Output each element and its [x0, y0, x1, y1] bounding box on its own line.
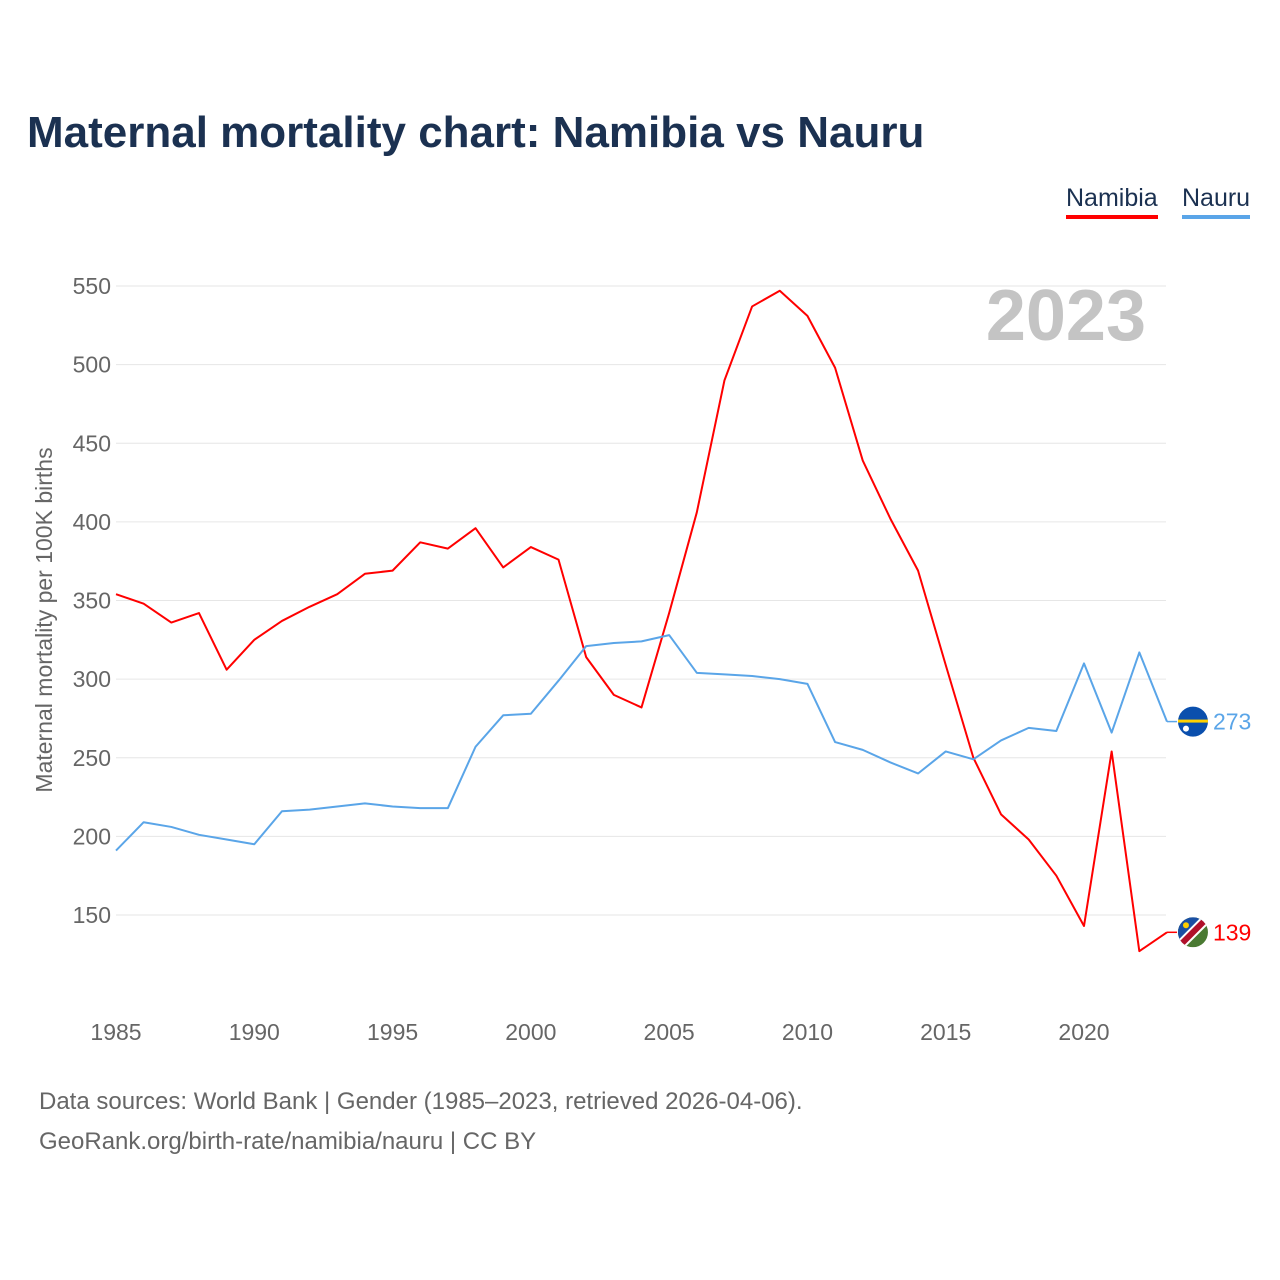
source-text: Data sources: World Bank | Gender (1985–… [39, 1088, 803, 1115]
source-url[interactable]: GeoRank.org/birth-rate/namibia/nauru | C… [39, 1128, 537, 1155]
y-tick-label: 300 [73, 666, 111, 692]
x-tick-label: 2010 [782, 1019, 833, 1045]
x-tick-label: 2000 [505, 1019, 556, 1045]
year-watermark: 2023 [986, 276, 1146, 356]
end-value-label: 139 [1213, 919, 1251, 945]
x-tick-label: 2020 [1058, 1019, 1109, 1045]
legend-namibia[interactable]: Namibia [1066, 184, 1158, 219]
y-tick-label: 500 [73, 352, 111, 378]
y-tick-label: 450 [73, 430, 111, 456]
end-value-label: 273 [1213, 709, 1251, 735]
series-line-namibia [115, 289, 1168, 953]
y-tick-label: 400 [73, 509, 111, 535]
x-tick-label: 1995 [367, 1019, 418, 1045]
series-line-nauru [115, 634, 1168, 852]
y-tick-label: 250 [73, 745, 111, 771]
x-tick-label: 2015 [920, 1019, 971, 1045]
flag-stripe [1177, 719, 1208, 723]
y-tick-label: 350 [73, 588, 111, 614]
y-tick-label: 150 [73, 902, 111, 928]
x-tick-label: 2005 [644, 1019, 695, 1045]
flag-star [1182, 725, 1189, 732]
x-tick-label: 1990 [229, 1019, 280, 1045]
y-axis-label: Maternal mortality per 100K births [31, 447, 57, 792]
y-tick-label: 200 [73, 823, 111, 849]
namibia-flag-icon [1177, 917, 1208, 948]
y-tick-label: 550 [73, 273, 111, 299]
x-tick-label: 1985 [90, 1019, 141, 1045]
chart-title: Maternal mortality chart: Namibia vs Nau… [27, 108, 925, 157]
legend-nauru[interactable]: Nauru [1182, 184, 1251, 219]
